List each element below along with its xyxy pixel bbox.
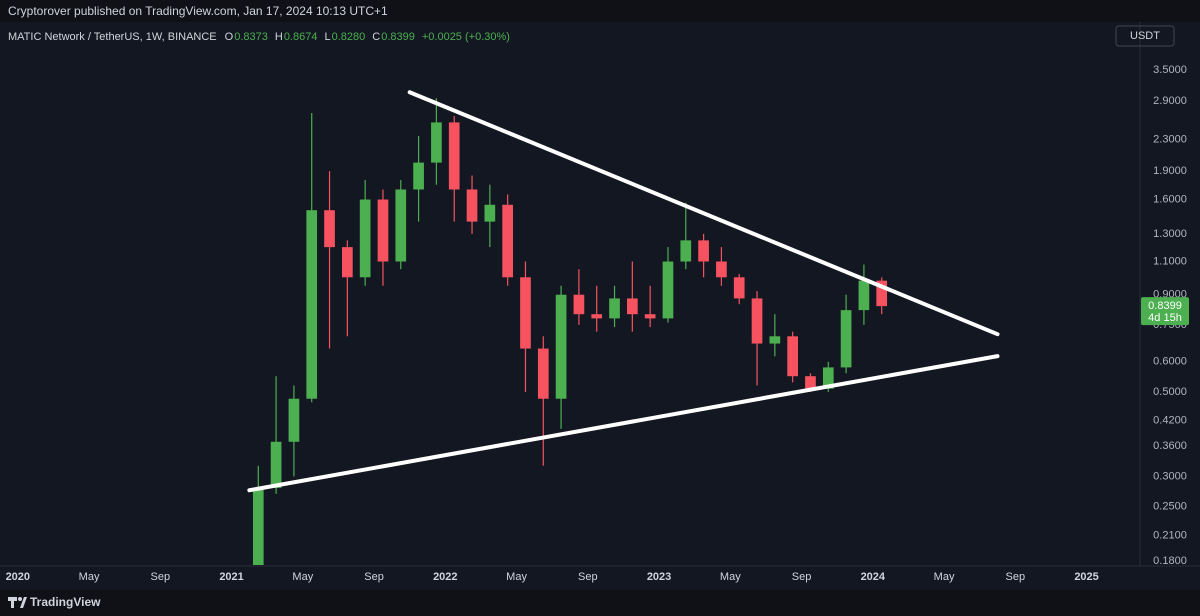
candle-body	[520, 277, 531, 349]
plot-area	[247, 90, 1000, 565]
candle-body	[270, 441, 282, 488]
candle-body	[306, 210, 318, 399]
y-tick-label: 0.6000	[1153, 356, 1187, 368]
ohlc-key: O	[225, 31, 234, 43]
last-price-label: 0.8399	[1148, 300, 1182, 312]
x-tick-label: Sep	[578, 571, 598, 583]
ohlc-value: 0.8674	[284, 31, 318, 43]
candle-body	[716, 261, 727, 278]
candle-body	[644, 314, 656, 319]
ohlc-key: C	[372, 31, 380, 43]
candle-body	[787, 336, 798, 377]
x-tick-label: Sep	[792, 571, 812, 583]
y-tick-label: 0.4200	[1153, 415, 1187, 427]
x-tick-label: 2020	[6, 571, 30, 583]
x-tick-label: Sep	[151, 571, 171, 583]
candle-body	[698, 240, 709, 262]
candle-body	[840, 310, 852, 368]
x-tick-label: May	[720, 571, 741, 583]
x-tick-label: Sep	[364, 571, 384, 583]
candle-body	[466, 189, 478, 222]
candle-body	[680, 240, 692, 262]
y-tick-label: 3.5000	[1153, 64, 1187, 76]
x-tick-label: May	[934, 571, 955, 583]
ohlc-key: L	[324, 31, 330, 43]
legend: MATIC Network / TetherUS, 1W, BINANCE O 0.…	[8, 31, 510, 43]
ohlc-value: 0.8373	[234, 31, 268, 43]
candle-body	[573, 294, 585, 315]
candle-body	[484, 204, 496, 222]
candle-body	[858, 280, 870, 311]
y-tick-label: 0.3600	[1153, 440, 1187, 452]
y-tick-label: 1.3000	[1153, 228, 1187, 240]
candle-body	[733, 277, 745, 299]
y-tick-label: 0.2100	[1153, 529, 1187, 541]
candle-body	[627, 298, 638, 315]
x-tick-label: 2021	[219, 571, 243, 583]
candle-body	[377, 199, 389, 262]
candle-body	[537, 348, 549, 399]
y-tick-label: 0.3000	[1153, 470, 1187, 482]
candle-body	[502, 204, 513, 278]
y-tick-label: 0.2500	[1153, 501, 1187, 513]
candle-body	[769, 336, 781, 344]
x-tick-label: May	[79, 571, 100, 583]
x-tick-label: May	[506, 571, 527, 583]
trendline	[247, 354, 1000, 493]
currency-button[interactable]	[1115, 25, 1175, 47]
candle-body	[876, 280, 888, 307]
candle-body	[609, 298, 620, 319]
candle-body	[342, 247, 353, 278]
x-tick-label: 2025	[1074, 571, 1098, 583]
brand-logo	[8, 597, 27, 608]
x-tick-label: 2022	[433, 571, 457, 583]
ohlc-value: 0.8280	[332, 31, 366, 43]
footer-bar	[0, 590, 1200, 616]
brand-name: TradingView	[30, 595, 101, 609]
last-price-box	[1141, 297, 1189, 326]
candle-body	[751, 298, 763, 344]
currency-label[interactable]: USDT	[1130, 30, 1160, 42]
candle-body	[288, 398, 300, 442]
candle-body	[431, 122, 442, 163]
change-label: +0.0025 (+0.30%)	[422, 31, 510, 43]
x-tick-label: May	[292, 571, 313, 583]
candle-body	[413, 162, 424, 190]
candle-body	[324, 210, 335, 248]
y-tick-label: 2.3000	[1153, 133, 1187, 145]
candle-body	[555, 294, 567, 399]
candle-body	[252, 487, 264, 565]
x-tick-label: 2023	[647, 571, 671, 583]
y-tick-label: 2.9000	[1153, 95, 1187, 107]
candle-body	[662, 261, 674, 319]
symbol-label: MATIC Network / TetherUS, 1W, BINANCE	[8, 31, 217, 43]
ohlc-value: 0.8399	[381, 31, 415, 43]
candle-body	[395, 189, 407, 262]
candle-body	[591, 314, 603, 319]
y-tick-label: 1.9000	[1153, 165, 1187, 177]
y-tick-label: 0.1800	[1153, 555, 1187, 567]
y-tick-label: 1.1000	[1153, 255, 1187, 267]
candle-body	[448, 122, 460, 190]
candle-body	[805, 376, 816, 389]
y-tick-label: 1.6000	[1153, 193, 1187, 205]
x-tick-label: Sep	[1006, 571, 1026, 583]
header-bar	[0, 0, 1200, 22]
trendline	[407, 90, 1000, 337]
candle-body	[822, 367, 834, 389]
x-tick-label: 2024	[861, 571, 886, 583]
ohlc-key: H	[275, 31, 283, 43]
countdown-label: 4d 15h	[1148, 312, 1182, 324]
candle-body	[359, 199, 371, 278]
publish-note: Cryptorover published on TradingView.com…	[8, 4, 388, 18]
y-tick-label: 0.5000	[1153, 386, 1187, 398]
